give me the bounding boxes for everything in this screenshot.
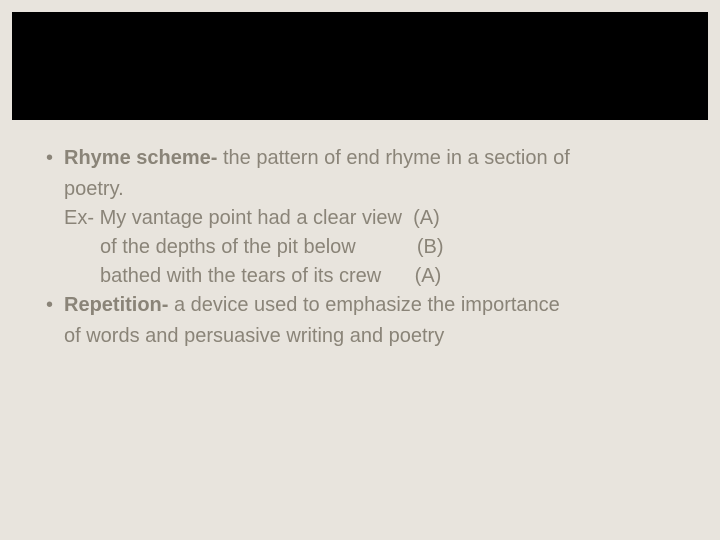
example-text-3: bathed with the tears of its crew bbox=[100, 265, 381, 287]
example-text-1: My vantage point had a clear view bbox=[100, 207, 402, 229]
example-line-3: bathed with the tears of its crew (A) bbox=[42, 262, 678, 291]
bullet-repetition: Repetition- a device used to emphasize t… bbox=[42, 291, 678, 320]
def-repetition-l2: of words and persuasive writing and poet… bbox=[42, 322, 678, 351]
term-rhyme-scheme: Rhyme scheme- bbox=[64, 147, 223, 169]
bullet-rhyme-scheme: Rhyme scheme- the pattern of end rhyme i… bbox=[42, 144, 678, 173]
example-text-2: of the depths of the pit below bbox=[100, 236, 356, 258]
rhyme-label-2: (B) bbox=[417, 233, 444, 262]
def-rhyme-scheme-l1: the pattern of end rhyme in a section of bbox=[223, 147, 570, 169]
def-rhyme-scheme-l2: poetry. bbox=[42, 175, 678, 204]
term-repetition: Repetition- bbox=[64, 294, 174, 316]
def-repetition-l1: a device used to emphasize the importanc… bbox=[174, 294, 560, 316]
example-prefix: Ex- bbox=[64, 207, 100, 229]
rhyme-label-1: (A) bbox=[413, 204, 440, 233]
slide: Rhyme scheme- the pattern of end rhyme i… bbox=[0, 0, 720, 540]
header-bar bbox=[12, 12, 708, 120]
example-line-1: Ex- My vantage point had a clear view (A… bbox=[42, 204, 678, 233]
content-area: Rhyme scheme- the pattern of end rhyme i… bbox=[12, 120, 708, 351]
rhyme-label-3: (A) bbox=[415, 262, 442, 291]
example-line-2: of the depths of the pit below (B) bbox=[42, 233, 678, 262]
